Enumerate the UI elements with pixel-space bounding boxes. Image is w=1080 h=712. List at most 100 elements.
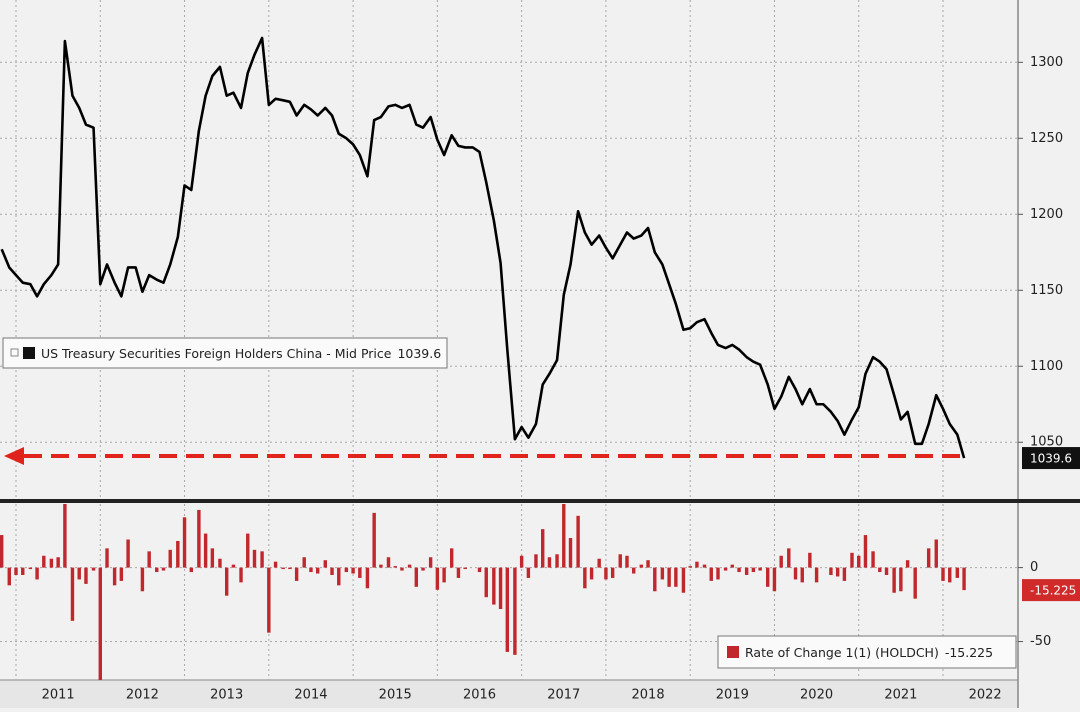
bar [519, 555, 524, 568]
bar [463, 567, 467, 570]
bar [562, 504, 566, 568]
bar [63, 504, 67, 568]
bar [42, 555, 46, 568]
bar [168, 549, 172, 568]
bar [176, 540, 180, 568]
bar [625, 555, 629, 568]
bar [477, 567, 482, 573]
bar [337, 567, 341, 586]
bar [610, 567, 615, 578]
bar [456, 567, 461, 578]
bar [744, 567, 749, 575]
x-tick-label: 2017 [547, 688, 580, 703]
value-tag: 1039.6 [1030, 452, 1072, 466]
bar [239, 567, 243, 583]
bar [871, 551, 875, 568]
bar [688, 566, 692, 568]
bar [934, 539, 938, 568]
bar [955, 567, 960, 578]
x-axis-strip [0, 680, 1018, 708]
bar [632, 567, 636, 574]
bar [808, 552, 812, 568]
bar [281, 567, 285, 570]
bar [541, 529, 545, 568]
bar [14, 567, 18, 575]
bar [112, 567, 117, 586]
bar [814, 567, 819, 583]
bar [407, 564, 412, 568]
bar [0, 535, 4, 568]
bar [899, 567, 903, 592]
bar [252, 549, 257, 568]
marks-layer [0, 36, 966, 680]
bar [604, 567, 608, 580]
bar [35, 567, 39, 580]
bar [829, 567, 833, 575]
bar [302, 557, 306, 568]
bar [850, 552, 854, 568]
bar [709, 567, 713, 581]
bar [513, 567, 517, 655]
bar [787, 548, 791, 568]
bar [737, 567, 741, 573]
bar [884, 567, 889, 575]
bar [182, 517, 187, 568]
bar [653, 567, 657, 592]
value-tag-box [1022, 579, 1080, 602]
bar [358, 567, 362, 578]
bar [49, 558, 54, 568]
bar [835, 567, 840, 577]
bar [597, 558, 601, 568]
x-tick-label: 2012 [126, 688, 159, 703]
y-tick-label: 1200 [1030, 207, 1063, 222]
bar [800, 567, 804, 583]
x-tick-label: 2015 [379, 688, 412, 703]
bar [526, 567, 531, 578]
bar [667, 567, 671, 587]
bar [267, 567, 271, 633]
bar [758, 567, 762, 571]
bar [91, 567, 96, 571]
bar [379, 564, 383, 568]
bar [793, 567, 798, 580]
bar [618, 554, 622, 568]
bar [351, 567, 355, 574]
bar [400, 567, 404, 571]
bar [161, 567, 166, 571]
bar [372, 512, 376, 568]
bar [766, 567, 770, 587]
y-tick-label: 1050 [1030, 435, 1063, 450]
bar [878, 567, 882, 573]
bar [498, 567, 503, 610]
bar [589, 567, 594, 580]
x-tick-label: 2016 [463, 688, 496, 703]
bar [203, 533, 208, 568]
bar [260, 551, 264, 568]
bar [330, 567, 334, 575]
bar [231, 564, 236, 568]
bar [779, 555, 783, 568]
legend-icon [10, 348, 19, 357]
bar [218, 558, 222, 568]
bar [28, 567, 33, 570]
bar [386, 557, 391, 568]
bar [892, 567, 896, 593]
x-tick-label: 2014 [294, 688, 327, 703]
bar [913, 567, 917, 599]
bar [189, 567, 194, 573]
bar [119, 567, 124, 581]
legend-swatch [23, 347, 35, 359]
bar [21, 567, 25, 575]
bar [681, 567, 686, 593]
bar [674, 567, 678, 587]
bar [210, 548, 215, 568]
y-tick-label: 1250 [1030, 131, 1063, 146]
bar [147, 551, 151, 568]
bar [857, 555, 861, 568]
bar [77, 567, 81, 580]
legend-name: Rate of Change 1(1) (HOLDCH) [745, 645, 939, 660]
legend-name: US Treasury Securities Foreign Holders C… [41, 346, 392, 361]
y-tick-label: 0 [1030, 560, 1038, 575]
